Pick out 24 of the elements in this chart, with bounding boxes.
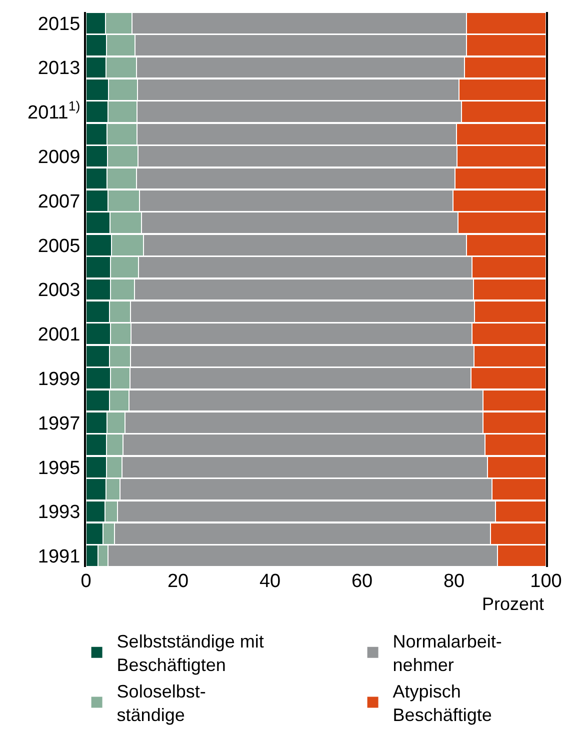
y-tick-label: 2015	[38, 14, 80, 35]
legend-label: Selbstständige mit Beschäftigten	[116, 632, 264, 676]
legend-label: Atypisch Beschäftigte	[392, 682, 492, 725]
y-tick-label: 2003	[38, 280, 80, 302]
y-tick-label: 2007	[38, 191, 80, 212]
legend-label: Normalarbeit- nehmer	[392, 632, 502, 676]
y-tick-label: 2009	[38, 146, 80, 168]
x-axis-title: Prozent	[482, 594, 544, 614]
y-tick-label: 2013	[38, 58, 80, 80]
y-tick-label: 2011$^{1)}$	[28, 98, 80, 124]
legend-label: Soloselbst- ständige	[116, 682, 206, 725]
y-tick-label: 1997	[38, 413, 80, 434]
y-tick-label: 2005	[38, 236, 80, 257]
x-tick-label: 20	[167, 571, 189, 592]
x-tick-label: 40	[259, 571, 281, 592]
y-tick-label: 1993	[38, 502, 80, 524]
x-tick-label: 100	[530, 571, 562, 592]
y-tick-label: 2001	[38, 324, 80, 346]
y-tick-label: 1995	[38, 458, 80, 479]
x-tick-label: 80	[443, 571, 465, 592]
x-tick-label: 0	[80, 571, 92, 592]
y-tick-label: 1991	[38, 546, 80, 568]
y-tick-label: 1999	[38, 368, 80, 390]
x-tick-label: 60	[351, 571, 373, 592]
